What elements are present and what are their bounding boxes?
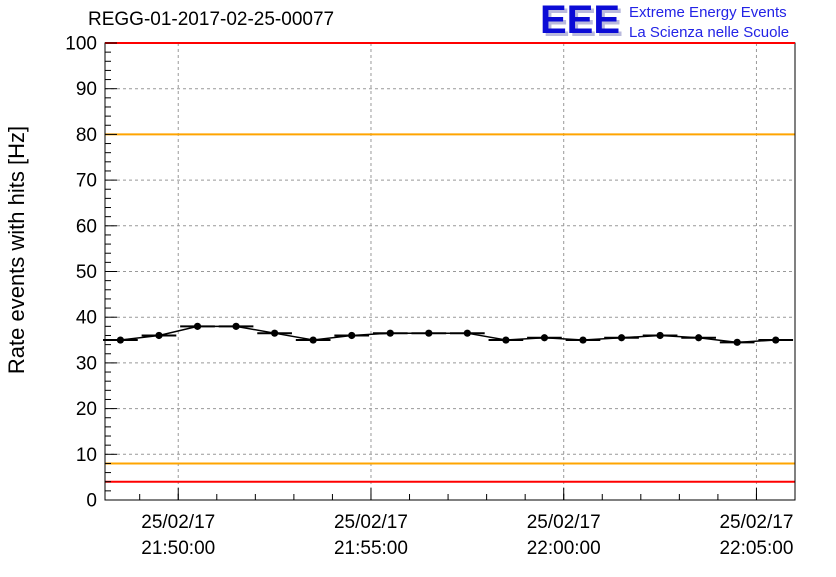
x-tick-label-time: 21:55:00	[334, 538, 408, 559]
data-point-marker	[656, 331, 664, 340]
logo-subtitle-1: Extreme Energy Events	[629, 4, 787, 21]
x-tick-label-time: 22:00:00	[527, 538, 601, 559]
series-line	[120, 325, 776, 344]
eee-logo: EEE Extreme Energy Events La Scienza nel…	[540, 0, 789, 44]
chart-title: REGG-01-2017-02-25-00077	[88, 9, 334, 30]
data-point-marker	[155, 331, 163, 340]
data-point-marker	[463, 329, 471, 337]
x-tick-label-date: 25/02/17	[719, 512, 793, 533]
data-point-marker	[116, 336, 125, 344]
data-point-marker	[348, 331, 356, 340]
y-tick-label: 90	[76, 79, 97, 100]
x-tick-label-time: 22:05:00	[719, 538, 793, 559]
data-point-marker	[425, 329, 433, 337]
y-tick-label: 100	[65, 34, 97, 55]
eee-logo-subtitles: Extreme Energy Events La Scienza nelle S…	[629, 3, 789, 44]
x-tick-label-date: 25/02/17	[334, 512, 408, 533]
y-tick-label: 0	[86, 491, 97, 512]
data-point-marker	[271, 329, 279, 337]
data-point-marker	[772, 336, 780, 344]
x-tick-label-date: 25/02/17	[141, 512, 215, 533]
x-tick-label-date: 25/02/17	[527, 512, 601, 533]
y-tick-label: 40	[76, 308, 97, 329]
y-tick-label: 20	[76, 399, 97, 420]
data-point-marker	[695, 334, 703, 342]
data-point-marker	[579, 336, 587, 344]
data-point-marker	[540, 334, 549, 342]
y-axis-title: Rate events with hits [Hz]	[4, 126, 29, 374]
data-point-marker	[232, 322, 240, 330]
data-point-marker	[733, 338, 741, 346]
y-tick-label: 10	[76, 445, 97, 466]
x-tick-label-time: 21:50:00	[141, 538, 215, 559]
y-tick-label: 70	[76, 171, 97, 192]
data-point-marker	[386, 329, 394, 337]
data-point-marker	[617, 334, 626, 342]
data-point-marker	[193, 322, 202, 330]
eee-logo-text: EEE	[540, 0, 621, 42]
y-tick-label: 60	[76, 216, 97, 237]
data-point-marker	[502, 336, 510, 344]
y-tick-label: 30	[76, 353, 97, 374]
logo-subtitle-2: La Scienza nelle Scuole	[629, 24, 790, 42]
data-point-marker	[309, 336, 317, 344]
y-tick-label: 50	[76, 262, 97, 283]
y-tick-label: 80	[76, 125, 97, 146]
